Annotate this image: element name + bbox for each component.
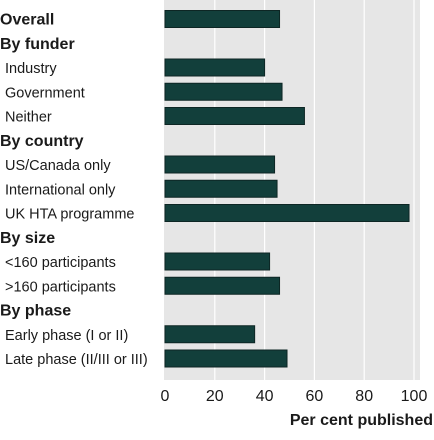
category-label: US/Canada only xyxy=(5,158,111,174)
category-label: Neither xyxy=(5,110,52,126)
x-tick-label: 20 xyxy=(206,388,224,405)
x-axis-ticks: 0 20 40 60 80 100 xyxy=(161,388,428,405)
category-label: UK HTA programme xyxy=(5,207,134,223)
category-labels: Overall By funder Industry Government Neithe… xyxy=(0,12,148,369)
group-heading: By size xyxy=(0,230,55,247)
x-tick-label: 80 xyxy=(355,388,373,405)
x-tick-label: 100 xyxy=(401,388,428,405)
bar xyxy=(164,10,281,28)
bar xyxy=(164,325,256,344)
bar xyxy=(164,155,276,174)
bar xyxy=(164,252,271,271)
bar xyxy=(164,204,410,222)
category-label: Late phase (II/III or III) xyxy=(5,352,148,368)
category-label: >160 participants xyxy=(5,279,116,295)
x-tick-label: 60 xyxy=(306,388,324,405)
group-heading: By funder xyxy=(0,36,75,53)
category-label: Industry xyxy=(5,61,57,77)
category-label: Overall xyxy=(0,12,54,29)
category-label: Early phase (I or II) xyxy=(5,328,128,344)
x-axis-label: Per cent published xyxy=(290,412,433,429)
x-tick-label: 40 xyxy=(256,388,274,405)
category-label: International only xyxy=(5,182,116,198)
group-heading: By phase xyxy=(0,303,71,320)
category-label: Government xyxy=(5,85,85,101)
bar xyxy=(164,107,305,125)
bars xyxy=(164,10,410,368)
x-tick-label: 0 xyxy=(161,388,170,405)
bar xyxy=(164,82,283,101)
bar xyxy=(164,58,266,77)
bar xyxy=(164,179,278,198)
bar xyxy=(164,276,281,295)
bar xyxy=(164,349,288,368)
group-heading: By country xyxy=(0,133,84,150)
category-label: <160 participants xyxy=(5,255,116,271)
